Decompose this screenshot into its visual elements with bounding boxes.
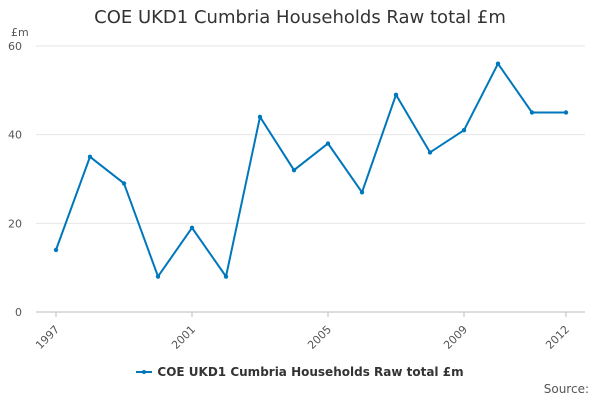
data-point[interactable] <box>563 110 569 115</box>
y-tick-label: 20 <box>8 217 22 230</box>
x-tick-label: 2001 <box>169 323 198 352</box>
y-axis-unit-label: £m <box>11 26 29 39</box>
y-tick-label: 0 <box>15 306 22 319</box>
data-point[interactable] <box>461 128 467 133</box>
y-tick-label: 60 <box>8 40 22 53</box>
data-point[interactable] <box>189 225 195 230</box>
data-point[interactable] <box>223 274 229 279</box>
data-point[interactable] <box>53 247 59 253</box>
data-point[interactable] <box>529 110 535 115</box>
data-point[interactable] <box>325 141 331 146</box>
data-point[interactable] <box>495 61 501 66</box>
x-tick-label: 2012 <box>543 323 572 352</box>
legend-swatch <box>136 368 153 376</box>
x-tick-label: 1997 <box>33 323 62 352</box>
data-point[interactable] <box>155 274 161 279</box>
data-point[interactable] <box>121 181 127 186</box>
y-tick-label: 40 <box>8 129 22 142</box>
legend[interactable]: COE UKD1 Cumbria Households Raw total £m <box>0 365 600 379</box>
data-point[interactable] <box>291 167 297 173</box>
chart-title: COE UKD1 Cumbria Households Raw total £m <box>94 7 506 28</box>
data-point[interactable] <box>257 114 263 120</box>
x-tick-label: 2005 <box>305 323 334 352</box>
legend-label: COE UKD1 Cumbria Households Raw total £m <box>157 365 464 379</box>
x-axis-ticks: 1997 2001 2005 2009 2012 <box>33 312 572 352</box>
data-point[interactable] <box>393 92 399 97</box>
y-axis-ticks: 0 20 40 60 <box>8 40 22 319</box>
gridlines <box>36 45 585 313</box>
data-point[interactable] <box>427 150 433 155</box>
data-point[interactable] <box>87 154 93 160</box>
source-label: Source: <box>543 382 589 396</box>
data-point[interactable] <box>359 190 365 195</box>
series-points <box>53 61 569 279</box>
x-tick-label: 2009 <box>441 323 470 352</box>
series-line <box>55 61 566 279</box>
